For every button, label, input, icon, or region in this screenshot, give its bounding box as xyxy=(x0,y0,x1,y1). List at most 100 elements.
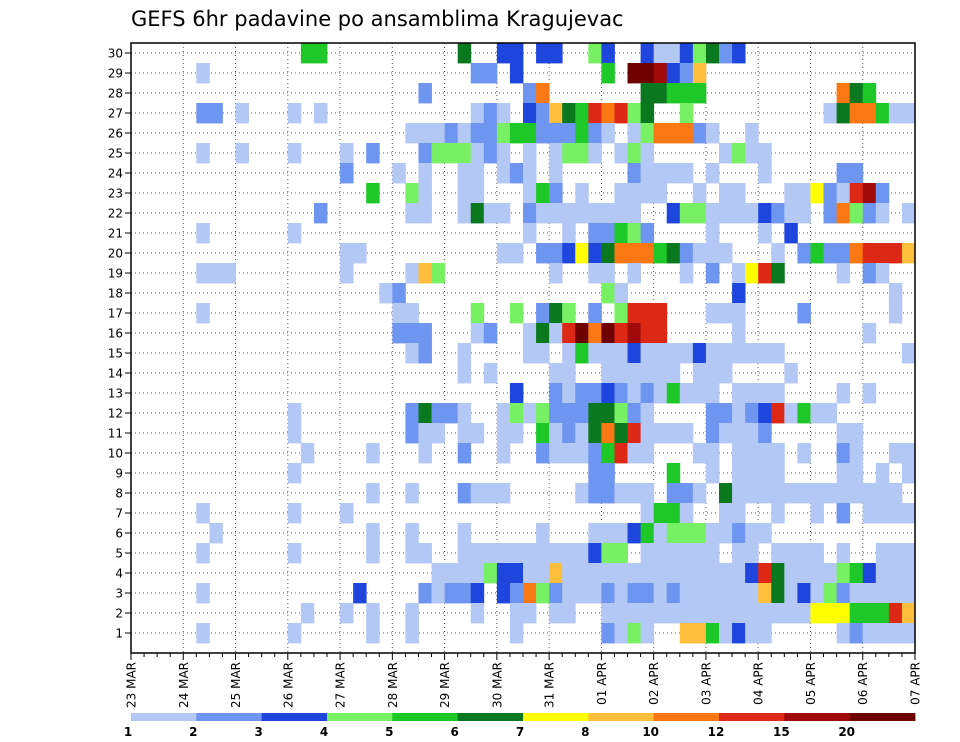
heat-cell xyxy=(418,423,432,444)
heat-cell xyxy=(509,623,524,644)
heat-cell xyxy=(745,483,759,504)
heat-cell xyxy=(849,243,864,264)
heat-cell xyxy=(196,103,210,124)
heat-cell xyxy=(732,543,746,564)
heat-cell xyxy=(575,423,589,444)
heat-cell xyxy=(836,503,851,524)
heat-cell xyxy=(771,483,785,504)
y-tick-label: 9 xyxy=(115,467,123,481)
heat-cell xyxy=(627,583,641,604)
heat-cell xyxy=(836,383,851,404)
heat-cell xyxy=(627,63,641,84)
heat-cell xyxy=(549,363,563,384)
heat-cell xyxy=(666,163,681,184)
heat-cell xyxy=(679,103,694,124)
heat-cell xyxy=(679,43,694,64)
heat-cell xyxy=(692,83,707,104)
heat-cell xyxy=(392,283,406,304)
heat-cell xyxy=(523,223,537,244)
heat-cell xyxy=(901,203,916,224)
heat-cell xyxy=(614,103,628,124)
heat-cell xyxy=(549,423,563,444)
heat-cell xyxy=(771,543,785,564)
heat-cell xyxy=(575,203,589,224)
heat-cell xyxy=(745,463,759,484)
heat-cell xyxy=(719,183,733,204)
heat-cell xyxy=(653,183,668,204)
heat-cell xyxy=(588,243,602,264)
heat-cell xyxy=(575,583,589,604)
heat-cell xyxy=(457,523,472,544)
heat-cell xyxy=(732,143,746,164)
heat-cell xyxy=(732,343,746,364)
heat-cell xyxy=(653,423,668,444)
heat-cell xyxy=(523,83,537,104)
heat-cell xyxy=(536,523,550,544)
heat-cell xyxy=(758,403,772,424)
heat-cell xyxy=(745,383,759,404)
heat-cell xyxy=(862,583,877,604)
heat-cell xyxy=(588,463,602,484)
heat-cell xyxy=(640,443,655,464)
heat-cell xyxy=(536,83,550,104)
heat-cell xyxy=(405,483,419,504)
heat-cell xyxy=(601,103,615,124)
heat-cell xyxy=(745,343,759,364)
heat-cell xyxy=(849,563,864,584)
heat-cell xyxy=(457,443,472,464)
heat-cell xyxy=(549,123,563,144)
heat-cell xyxy=(862,263,877,284)
y-tick-label: 22 xyxy=(108,207,123,221)
heat-cell xyxy=(692,43,707,64)
heat-cell xyxy=(640,223,655,244)
heat-cell xyxy=(549,263,563,284)
heat-cell xyxy=(784,403,798,424)
heat-cell xyxy=(470,63,485,84)
heat-cell xyxy=(732,383,746,404)
x-tick-label: 30 MAR xyxy=(490,662,504,708)
heat-cell xyxy=(588,563,602,584)
heat-cell xyxy=(666,463,681,484)
heat-cell xyxy=(797,203,811,224)
y-tick-label: 5 xyxy=(115,547,123,561)
heat-cell xyxy=(614,323,628,344)
heat-cell xyxy=(679,523,694,544)
heat-cell xyxy=(771,443,785,464)
x-tick-label: 02 APR xyxy=(647,662,661,705)
heat-cell xyxy=(901,603,916,624)
heat-cell xyxy=(496,403,511,424)
heat-cell xyxy=(732,463,746,484)
heat-cell xyxy=(666,423,681,444)
heat-cell xyxy=(640,523,655,544)
heat-cell xyxy=(627,563,641,584)
heat-cell xyxy=(666,603,681,624)
heat-cell xyxy=(797,563,811,584)
heat-cell xyxy=(784,483,798,504)
heat-cell xyxy=(418,83,432,104)
heat-cell xyxy=(562,123,576,144)
heat-cell xyxy=(536,123,550,144)
heat-cell xyxy=(640,43,655,64)
heat-cell xyxy=(549,183,563,204)
y-tick-label: 25 xyxy=(108,147,123,161)
heat-cell xyxy=(614,383,628,404)
heat-cell xyxy=(470,563,485,584)
y-tick-label: 19 xyxy=(108,267,123,281)
heat-cell xyxy=(679,603,694,624)
heat-cell xyxy=(771,403,785,424)
y-tick-label: 12 xyxy=(108,407,123,421)
heat-cell xyxy=(836,563,851,584)
heat-cell xyxy=(862,243,877,264)
heat-cell xyxy=(196,543,210,564)
colorbar-swatch xyxy=(131,713,197,721)
heat-cell xyxy=(627,143,641,164)
heat-cell xyxy=(758,383,772,404)
heat-cell xyxy=(313,203,328,224)
heat-cell xyxy=(719,203,733,224)
heat-cell xyxy=(457,403,472,424)
heat-cell xyxy=(287,403,302,424)
heat-cell xyxy=(732,263,746,284)
heat-cell xyxy=(705,123,720,144)
heat-cell xyxy=(692,63,707,84)
heat-cell xyxy=(758,163,772,184)
